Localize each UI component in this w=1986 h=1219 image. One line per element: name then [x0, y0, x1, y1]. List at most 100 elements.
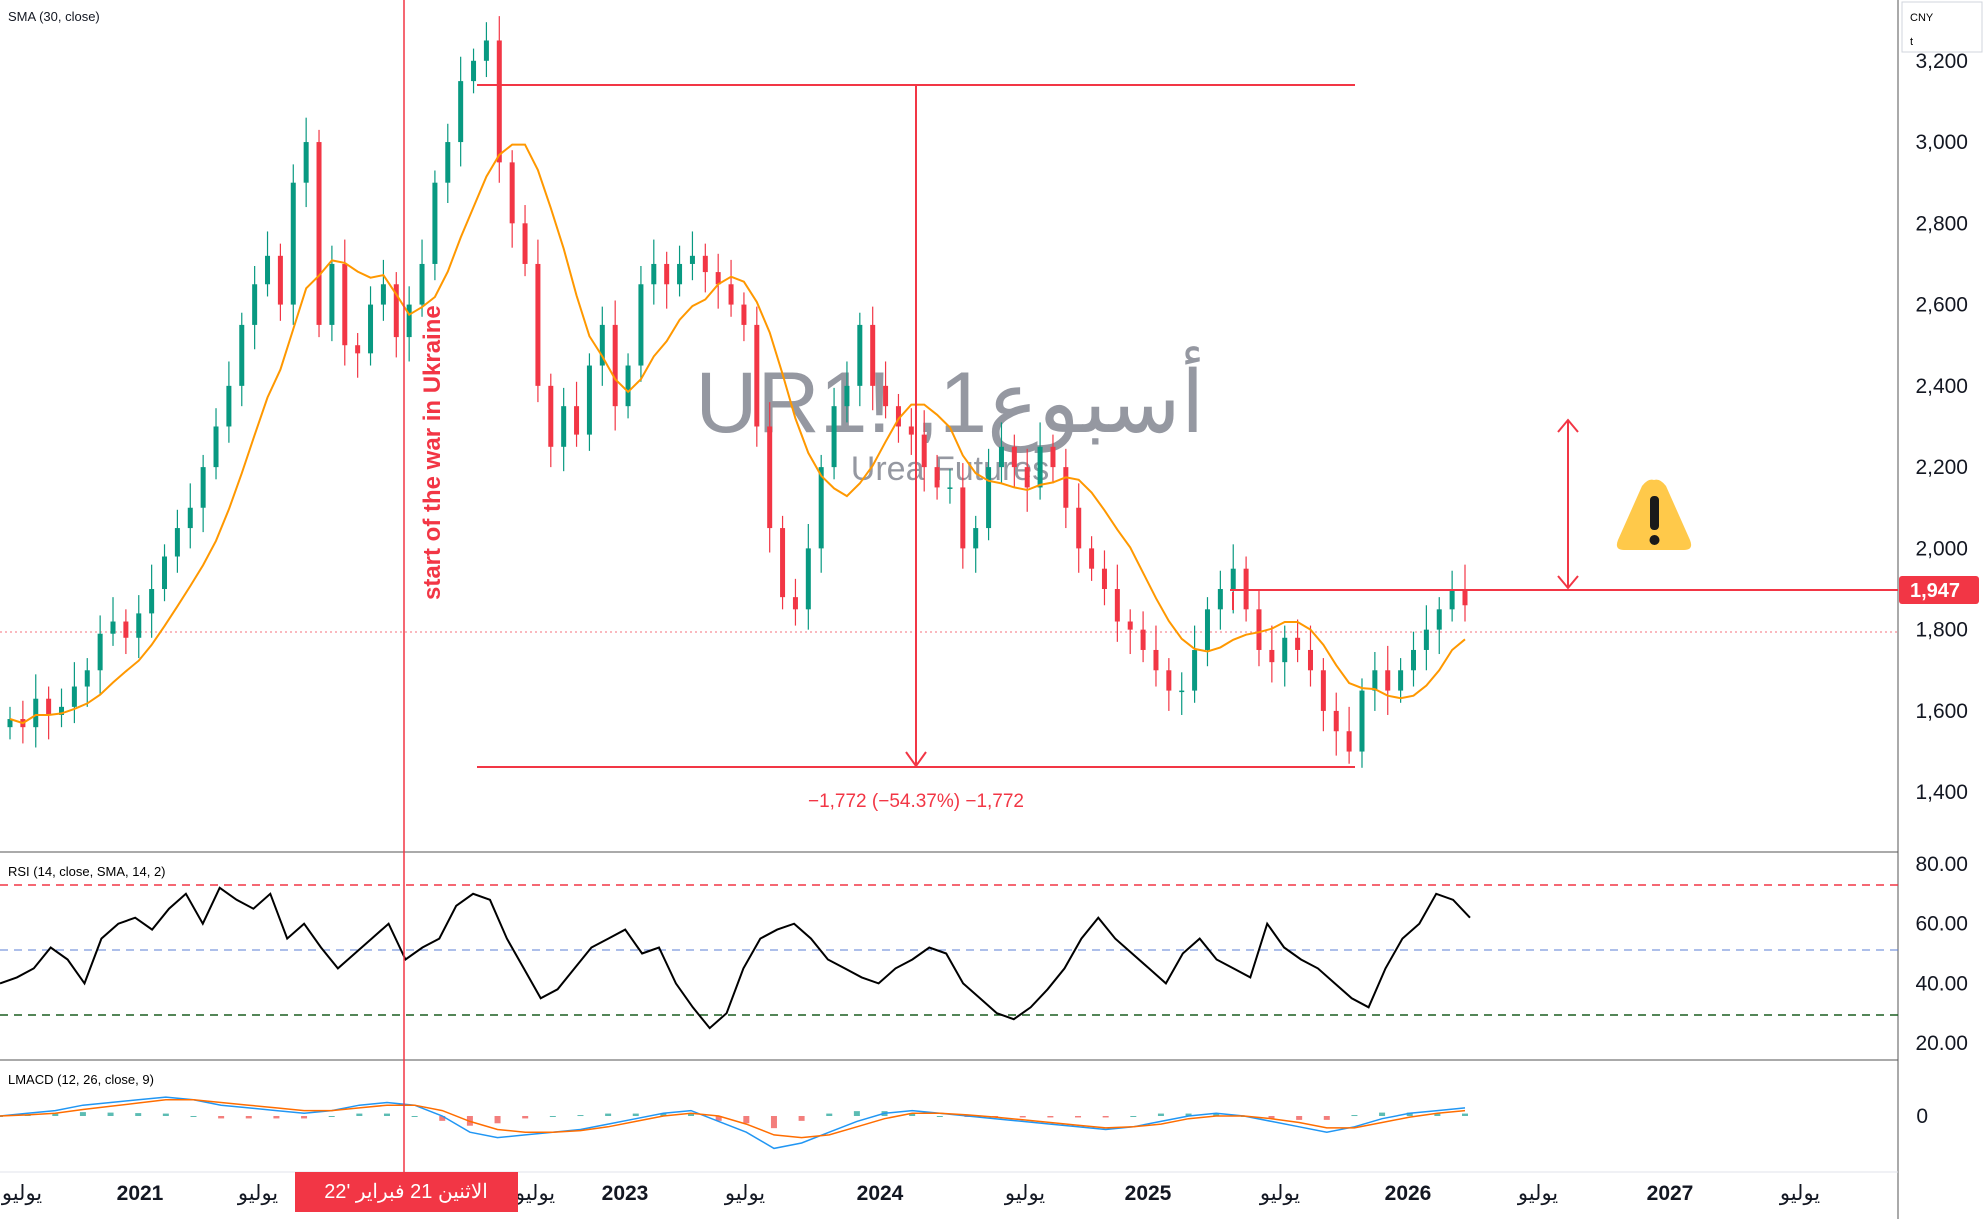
measure-arrow-head	[905, 751, 927, 768]
price-axis[interactable]: 1,400 1,600 1,800 2,000 2,200 2,400 2,600 2,800…	[1915, 50, 1968, 804]
macd-axis[interactable]: 0	[1916, 1105, 1928, 1128]
price-tick-label: 2,000	[1915, 537, 1968, 560]
macd-hist-bar	[52, 1113, 59, 1116]
candle-body	[1166, 670, 1172, 691]
macd-hist-bar	[1075, 1116, 1082, 1118]
candle-body	[458, 81, 464, 143]
time-tick-label: 2026	[1385, 1182, 1432, 1205]
candle-body	[1114, 589, 1120, 622]
candle-body	[46, 698, 52, 715]
candle-body	[1089, 548, 1095, 569]
candle-body	[226, 385, 232, 427]
macd-hist-bar	[494, 1116, 501, 1124]
macd-hist-bar	[218, 1116, 225, 1119]
candle-body	[496, 40, 502, 163]
rsi-tick-label: 40.00	[1915, 972, 1968, 995]
candle-body	[174, 528, 180, 557]
macd-hist-bar	[909, 1113, 916, 1116]
double-arrow-head-up	[1557, 418, 1579, 433]
candle-body	[7, 719, 13, 728]
macd-hist-bar	[301, 1116, 308, 1119]
macd-line	[0, 1096, 1466, 1150]
rsi-line	[0, 886, 1471, 1030]
candle-body	[342, 263, 348, 346]
unit-label: t	[1910, 36, 1913, 48]
currency-box[interactable]	[1901, 1, 1983, 53]
macd-hist-bar	[549, 1116, 556, 1117]
macd-hist-bar	[356, 1113, 363, 1116]
candle-body	[1423, 629, 1429, 650]
macd-hist-bar	[660, 1113, 667, 1116]
macd-hist-bar	[79, 1112, 86, 1116]
double-arrow-head-down	[1557, 575, 1579, 590]
macd-hist-bar	[743, 1116, 750, 1124]
candle-body	[741, 304, 747, 325]
candle-body	[432, 182, 438, 264]
macd-hist-bar	[1323, 1116, 1330, 1120]
macd-hist-bar	[1185, 1113, 1192, 1116]
macd-hist-bar	[770, 1116, 777, 1129]
candle-body	[406, 304, 412, 338]
rsi-axis[interactable]: 20.00 40.00 60.00 80.00	[1915, 853, 1968, 1055]
candle-body	[625, 365, 631, 407]
candle-body	[767, 426, 773, 529]
macd-hist-bar	[1379, 1112, 1386, 1116]
macd-hist-bar	[107, 1112, 114, 1116]
macd-hist-bar	[1019, 1116, 1026, 1118]
war-label: start of the war in Ukraine	[419, 305, 446, 600]
time-tick-label: يوليو	[1259, 1182, 1300, 1206]
candle-body	[702, 255, 708, 273]
rsi-tick-label: 60.00	[1915, 913, 1968, 936]
candle-body	[689, 255, 695, 264]
macd-hist-bar	[383, 1113, 390, 1116]
macd-label: LMACD (12, 26, close, 9)	[8, 1072, 154, 1087]
candle-body	[677, 263, 683, 285]
candle-body	[445, 142, 451, 183]
candle-body	[1192, 649, 1198, 691]
macd-hist-bar	[162, 1113, 169, 1116]
candle-body	[1372, 670, 1378, 691]
candle-body	[84, 670, 90, 687]
candle-body	[908, 426, 914, 435]
candle-body	[883, 385, 889, 407]
macd-hist-bar	[715, 1116, 722, 1121]
time-tick-label: يوليو	[237, 1182, 278, 1206]
candle-body	[1050, 446, 1056, 468]
candle-body	[574, 406, 580, 435]
rsi-tick-label: 80.00	[1915, 853, 1968, 876]
candle-body	[97, 633, 103, 671]
candle-body	[290, 182, 296, 305]
time-tick-label: يوليو	[1779, 1182, 1820, 1206]
candle-body	[998, 446, 1004, 468]
price-tick-label: 1,400	[1915, 781, 1968, 804]
time-tick-label: يوليو	[1517, 1182, 1558, 1206]
candle-body	[265, 255, 271, 285]
macd-hist-bar	[1213, 1113, 1220, 1116]
candle-body	[1398, 670, 1404, 691]
time-tick-label: 2024	[857, 1182, 904, 1205]
candle-body	[162, 556, 168, 590]
candle-body	[1076, 507, 1082, 549]
candle-body	[1037, 446, 1043, 488]
measure-label: −1,772 (−54.37%) −1,772	[808, 791, 1024, 812]
candle-body	[419, 263, 425, 305]
candle-body	[986, 467, 992, 529]
macd-hist-bar	[411, 1116, 418, 1117]
macd-hist-bar	[1130, 1116, 1137, 1117]
candle-body	[612, 324, 618, 407]
macd-hist-bar	[632, 1113, 639, 1116]
candle-body	[651, 263, 657, 285]
candle-body	[947, 487, 953, 489]
price-tick-label: 2,600	[1915, 294, 1968, 317]
macd-hist-bar	[1462, 1113, 1468, 1116]
candle-body	[728, 284, 734, 305]
time-tick-label: يوليو	[514, 1182, 555, 1206]
candle-body	[895, 406, 901, 427]
candle-body	[934, 467, 940, 488]
time-axis[interactable]: يوليو 2021 يوليو يوليو 2023 يوليو 2024 يوليو 202…	[1, 1182, 1820, 1206]
rsi-tick-label: 20.00	[1915, 1032, 1968, 1055]
macd-hist-bar	[826, 1113, 833, 1116]
macd-hist-bar	[1102, 1116, 1109, 1118]
cursor-date-box	[295, 1172, 518, 1212]
